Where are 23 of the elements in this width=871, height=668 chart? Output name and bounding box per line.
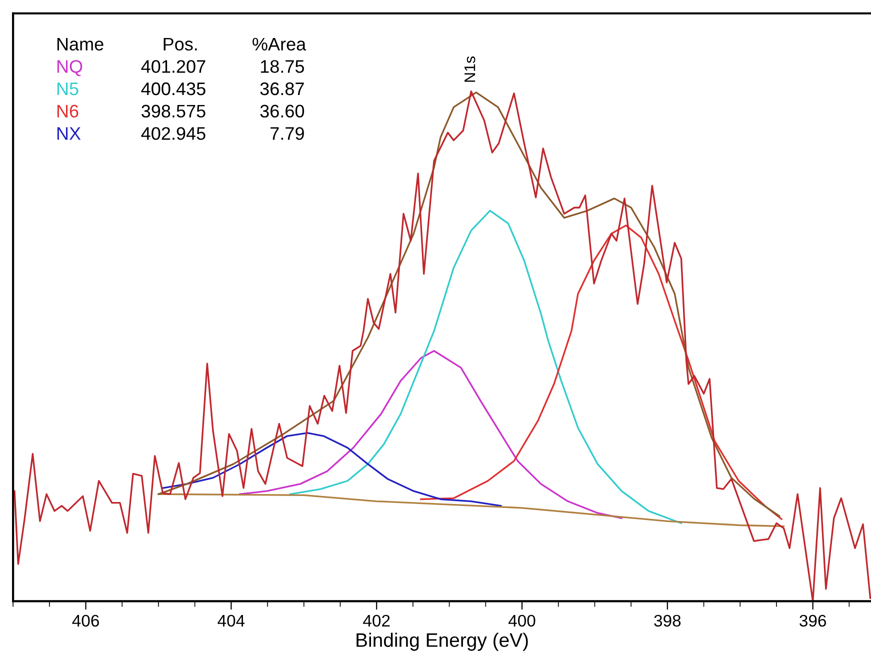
annotation: N1s [464, 56, 476, 82]
annotation: 402.945 [141, 127, 206, 140]
annotation: 36.60 [260, 104, 304, 118]
annotation: 400.435 [141, 82, 206, 96]
text: %Area [252, 38, 306, 51]
text: NQ [57, 60, 82, 76]
text: N5 [57, 82, 78, 96]
x-tick-label: 404 [218, 614, 245, 627]
x-tick-label: 400 [508, 614, 536, 627]
text: NX [57, 127, 81, 140]
text: 18.75 [260, 60, 304, 73]
x-tick-label: 402 [363, 614, 390, 627]
text: Name [57, 38, 104, 51]
x-tick-label: 406 [72, 614, 99, 627]
text: N6 [57, 104, 78, 118]
annotation: 7.79 [270, 127, 304, 140]
annotation: 36.87 [260, 82, 304, 96]
annotation: 398.575 [142, 104, 206, 118]
x-tick-label: 398 [654, 614, 681, 627]
text: 401.207 [141, 60, 206, 73]
x-axis-title: Binding Energy (eV) [356, 632, 528, 651]
text: Pos. [164, 38, 197, 51]
x-tick-label: 396 [800, 614, 826, 627]
